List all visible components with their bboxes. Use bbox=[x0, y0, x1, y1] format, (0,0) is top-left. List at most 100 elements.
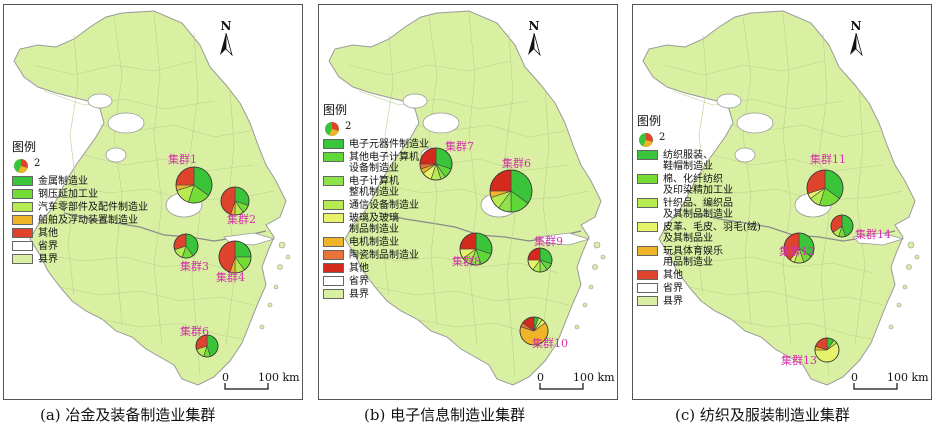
legend-item-label: 纺织服装、 鞋帽制造业 bbox=[663, 150, 713, 172]
north-arrow: N bbox=[216, 19, 236, 60]
legend: 图例 2 金属制造业 钢压延加工业 汽车零部件及配件制造业 船舶及浮动装置制造业 其他 … bbox=[12, 138, 148, 267]
cluster-pie bbox=[830, 214, 854, 238]
legend-item: 针织品、编织品 及其制品制造业 bbox=[637, 198, 761, 220]
legend-item: 通信设备制造业 bbox=[323, 200, 429, 211]
pie-outline bbox=[830, 214, 854, 238]
pie-outline bbox=[814, 337, 840, 363]
legend-county: 县界 bbox=[323, 289, 429, 300]
legend-item-label: 玻璃及玻璃 制品制造业 bbox=[349, 213, 399, 235]
cluster-pie bbox=[527, 247, 553, 273]
cluster-label: 集群3 bbox=[180, 260, 209, 273]
map-panel-b: N 图例 2 电子元器件制造业其他电子计算机 设备制造业 电子计算机 整机制造业通… bbox=[318, 4, 618, 400]
pie-outline bbox=[195, 334, 219, 358]
legend-swatch bbox=[12, 189, 33, 199]
cluster-pie bbox=[459, 232, 493, 266]
legend-swatch bbox=[637, 246, 658, 256]
cluster-label: 集群2 bbox=[227, 213, 256, 226]
legend-item-label: 皮革、毛皮、羽毛(绒) 及其制品业 bbox=[663, 222, 761, 244]
legend-county: 县界 bbox=[12, 254, 148, 265]
legend-items: 纺织服装、 鞋帽制造业 棉、化纤纺织 及印染精加工业 针织品、编织品 及其制品制造业… bbox=[637, 150, 761, 281]
legend-county: 县界 bbox=[637, 296, 761, 307]
pie-outline bbox=[806, 169, 844, 207]
legend-swatch bbox=[637, 174, 658, 184]
cluster-label: 集群9 bbox=[534, 235, 563, 248]
caption-c: (c) 纺织及服装制造业集群 bbox=[675, 406, 850, 424]
legend-swatch bbox=[12, 176, 33, 186]
legend-item: 电机制造业 bbox=[323, 237, 429, 248]
legend-item: 钢压延加工业 bbox=[12, 189, 148, 200]
scale-bar-line bbox=[224, 383, 269, 390]
cluster-label: 集群4 bbox=[216, 271, 245, 284]
legend: 图例 2 电子元器件制造业其他电子计算机 设备制造业 电子计算机 整机制造业通信设… bbox=[323, 101, 429, 302]
cluster-pie bbox=[489, 169, 533, 213]
legend-item-label: 钢压延加工业 bbox=[38, 189, 98, 200]
legend-item-label: 棉、化纤纺织 及印染精加工业 bbox=[663, 174, 733, 196]
legend-item: 陶瓷制品制造业 bbox=[323, 250, 429, 261]
legend-swatch bbox=[323, 237, 344, 247]
pie-outline bbox=[489, 169, 533, 213]
cluster-pie bbox=[783, 232, 815, 264]
cluster-label: 集群12 bbox=[779, 245, 815, 258]
legend-item: 其他 bbox=[12, 228, 148, 239]
legend-items: 金属制造业 钢压延加工业 汽车零部件及配件制造业 船舶及浮动装置制造业 其他 bbox=[12, 176, 148, 239]
caption-a: (a) 冶金及装备制造业集群 bbox=[40, 406, 216, 424]
pie-outline bbox=[783, 232, 815, 264]
legend-swatch bbox=[323, 152, 344, 162]
legend-item-label: 其他电子计算机 设备制造业 bbox=[349, 152, 419, 174]
legend-swatch bbox=[323, 176, 344, 186]
legend-item: 玻璃及玻璃 制品制造业 bbox=[323, 213, 429, 235]
pie-outline bbox=[419, 147, 453, 181]
cluster-pies bbox=[783, 169, 854, 363]
cluster-pie bbox=[419, 147, 453, 181]
pie-outline bbox=[173, 233, 199, 259]
scale-bar-line bbox=[853, 383, 898, 390]
legend-swatch bbox=[323, 250, 344, 260]
legend-item: 皮革、毛皮、羽毛(绒) 及其制品业 bbox=[637, 222, 761, 244]
legend-item-label: 电子元器件制造业 bbox=[349, 139, 429, 150]
cluster-label: 集群11 bbox=[810, 153, 846, 166]
north-arrow: N bbox=[524, 19, 544, 60]
legend-item: 其他 bbox=[323, 263, 429, 274]
legend-item: 电子计算机 整机制造业 bbox=[323, 176, 429, 198]
legend-swatch bbox=[637, 198, 658, 208]
legend-item-label: 其他 bbox=[38, 228, 58, 239]
legend-swatch bbox=[637, 150, 658, 160]
pie-outline bbox=[220, 186, 250, 216]
cluster-pie bbox=[175, 166, 213, 204]
caption-b: (b) 电子信息制造业集群 bbox=[364, 406, 526, 424]
pie-outline bbox=[527, 247, 553, 273]
cluster-label: 集群1 bbox=[168, 153, 197, 166]
legend-province-border: 省界 bbox=[12, 241, 148, 252]
legend-swatch bbox=[323, 139, 344, 149]
legend-title: 图例 bbox=[323, 103, 348, 117]
pie-key-value: 2 bbox=[34, 158, 41, 169]
legend-province-border: 省界 bbox=[637, 283, 761, 294]
legend-swatch bbox=[12, 215, 33, 225]
cluster-label: 集群10 bbox=[532, 337, 568, 350]
cluster-label: 集群6 bbox=[180, 325, 209, 338]
legend-item-label: 陶瓷制品制造业 bbox=[349, 250, 419, 261]
legend-item: 玩具体育娱乐 用品制造业 bbox=[637, 246, 761, 268]
legend-item-label: 金属制造业 bbox=[38, 176, 88, 187]
legend-pie-key: 2 bbox=[12, 158, 148, 174]
legend-item: 汽车零部件及配件制造业 bbox=[12, 202, 148, 213]
legend-item: 纺织服装、 鞋帽制造业 bbox=[637, 150, 761, 172]
legend-item: 电子元器件制造业 bbox=[323, 139, 429, 150]
cluster-label: 集群8 bbox=[452, 255, 481, 268]
north-arrow-icon bbox=[850, 32, 863, 57]
pie-outline bbox=[519, 316, 549, 346]
cluster-pie bbox=[519, 316, 549, 346]
cluster-label: 集群13 bbox=[781, 354, 817, 367]
legend-item-label: 电子计算机 整机制造业 bbox=[349, 176, 399, 198]
cluster-pies bbox=[173, 166, 252, 358]
legend-swatch bbox=[637, 270, 658, 280]
cluster-pie bbox=[195, 334, 219, 358]
pie-key-icon bbox=[639, 133, 653, 147]
cluster-pie bbox=[806, 169, 844, 207]
legend-swatch bbox=[637, 222, 658, 232]
legend: 图例 2 纺织服装、 鞋帽制造业 棉、化纤纺织 及印染精加工业 针织品、编织品 及其… bbox=[637, 112, 761, 309]
pie-outline bbox=[459, 232, 493, 266]
legend-pie-key: 2 bbox=[323, 121, 429, 137]
cluster-pie bbox=[220, 186, 250, 216]
legend-swatch bbox=[323, 213, 344, 223]
